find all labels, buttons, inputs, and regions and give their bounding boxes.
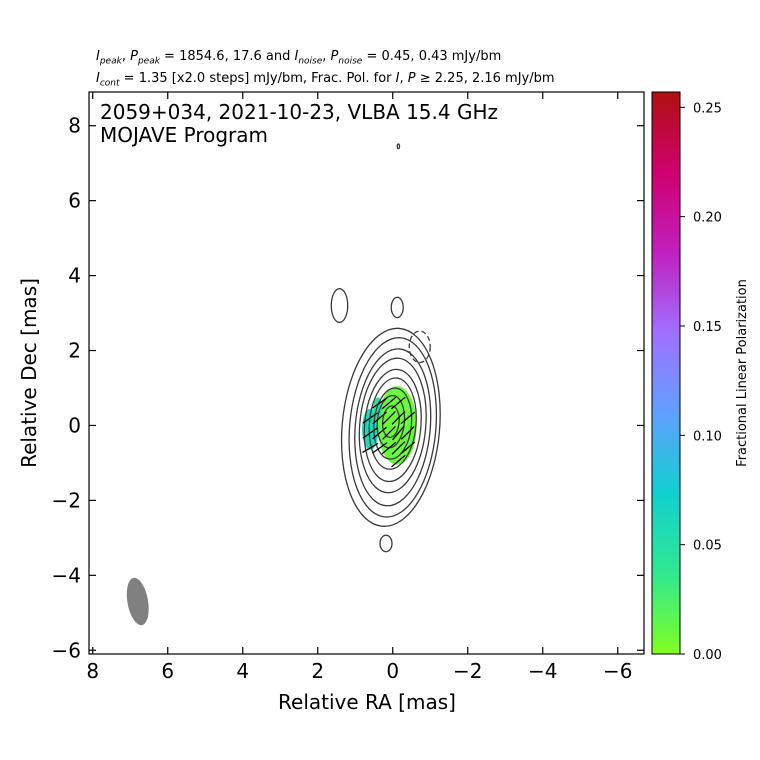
colorbar-ticks: 0.00 0.05 0.10 0.15 0.20 0.25 (680, 101, 722, 663)
evpa-vector-4 (372, 411, 387, 425)
colorbar-label: Fractional Linear Polarization (735, 279, 750, 467)
contour-island-1 (390, 296, 404, 319)
restoring-beam (126, 577, 149, 626)
evpa-vector-7 (381, 396, 397, 410)
evpa-vector-10 (381, 441, 397, 455)
y-tick-label: 2 (68, 339, 81, 363)
x-tick-label: 0 (386, 659, 399, 683)
contour-island-2 (408, 330, 431, 364)
contour-level-0 (340, 327, 441, 527)
contour-island-4 (396, 143, 401, 150)
contour-level-1 (348, 337, 438, 518)
colorbar-tick-label: 0.10 (693, 429, 722, 444)
contour-island-3 (379, 534, 393, 553)
evpa-vector-13 (392, 425, 405, 441)
x-tick-label: −4 (528, 659, 557, 683)
evpa-vector-16 (400, 411, 416, 425)
colorbar-tick-label: 0.25 (693, 101, 722, 116)
evpa-vector-2 (362, 442, 379, 453)
contour-level-8 (381, 405, 400, 439)
evpa-vector-11 (391, 396, 406, 410)
x-tick-label: −2 (453, 659, 482, 683)
evpa-vector-15 (391, 454, 406, 468)
axis-ticks: 8 6 4 2 0 −2 −4 −6 −6 −4 −2 0 2 4 6 8 (52, 92, 644, 683)
colorbar-tick-label: 0.05 (693, 539, 722, 554)
colorbar-tick-label: 0.00 (693, 648, 722, 663)
beam-layer (126, 577, 149, 626)
y-tick-label: −4 (52, 563, 81, 587)
evpa-vector-9 (382, 426, 396, 440)
contour-island-0 (330, 288, 349, 324)
plot-content (126, 143, 441, 626)
evpa-vector-18 (400, 441, 416, 455)
y-tick-label: 0 (68, 413, 81, 437)
evpa-vector-12 (391, 411, 406, 425)
y-tick-label: 4 (68, 264, 81, 288)
evpa-vector-1 (362, 427, 378, 439)
colorbar-tick-label: 0.15 (693, 320, 722, 335)
contour-level-5 (368, 377, 417, 470)
evpa-vector-5 (372, 426, 387, 440)
colorbar (651, 91, 681, 655)
evpa-vector-6 (371, 442, 388, 454)
x-axis-label: Relative RA [mas] (278, 690, 456, 714)
x-tick-label: 4 (236, 659, 249, 683)
evpa-vector-14 (391, 441, 406, 455)
evpa-vector-0 (362, 412, 378, 424)
evpa-vector-3 (371, 397, 388, 409)
evpa-vector-layer (362, 396, 416, 468)
y-tick-label: −6 (52, 638, 81, 662)
evpa-vector-17 (400, 426, 415, 440)
program-annotation: MOJAVE Program (100, 123, 268, 147)
x-tick-label: 6 (161, 659, 174, 683)
x-tick-label: 2 (311, 659, 324, 683)
y-axis-label: Relative Dec [mas] (17, 278, 41, 468)
header-line-2: Icont = 1.35 [x2.0 steps] mJy/bm, Frac. … (96, 71, 555, 89)
contour-level-2 (354, 348, 432, 507)
header-line-1: Ipeak, Ppeak = 1854.6, 17.6 and Inoise, … (96, 49, 502, 67)
x-tick-label: −6 (603, 659, 632, 683)
contour-level-4 (363, 368, 422, 483)
plot-frame (88, 91, 645, 655)
evpa-vector-8 (382, 411, 396, 425)
y-tick-label: 8 (68, 114, 81, 138)
colorbar-tick-label: 0.20 (693, 211, 722, 226)
x-tick-label: 8 (86, 659, 99, 683)
source-annotation: 2059+034, 2021-10-23, VLBA 15.4 GHz (100, 100, 498, 124)
y-tick-label: 6 (68, 189, 81, 213)
contour-level-3 (358, 357, 427, 494)
y-tick-label: −2 (52, 488, 81, 512)
island-layer (330, 143, 431, 553)
